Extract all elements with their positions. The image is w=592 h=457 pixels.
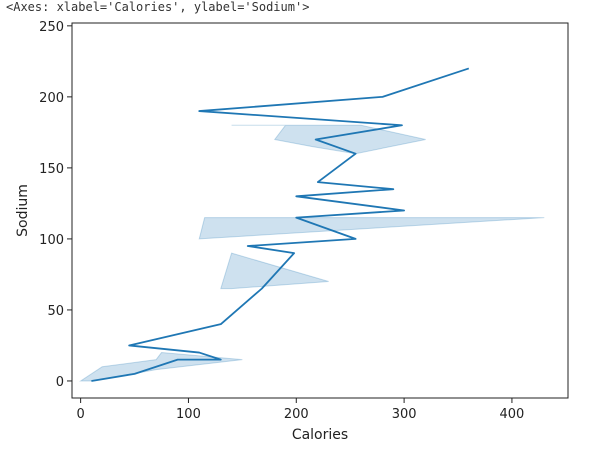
x-tick-label: 200 [284,407,309,422]
confidence-band-3 [231,124,426,155]
y-tick-label: 100 [39,233,64,248]
confidence-band-2 [198,217,545,240]
y-tick-label: 200 [39,91,64,106]
x-tick-label: 400 [500,407,525,422]
x-tick-label: 100 [176,407,201,422]
y-axis-label: Sodium [15,184,31,237]
y-tick-label: 0 [56,375,64,390]
x-tick-label: 0 [76,407,84,422]
plot-frame [71,22,569,399]
confidence-band-0 [78,352,243,382]
x-axis-label: Calories [292,427,348,443]
x-tick-label: 300 [392,407,417,422]
y-axis: 0 50 100 150 200 250 [39,20,72,390]
y-tick-label: 150 [39,162,64,177]
series-line-0 [91,67,470,382]
confidence-bands [78,124,545,382]
confidence-band-1 [220,252,329,290]
x-axis: 0 100 200 300 400 [76,398,524,422]
y-tick-label: 250 [39,20,64,35]
axes-repr-text: <Axes: xlabel='Calories', ylabel='Sodium… [6,0,310,14]
line-series [91,67,470,382]
y-tick-label: 50 [47,304,64,319]
